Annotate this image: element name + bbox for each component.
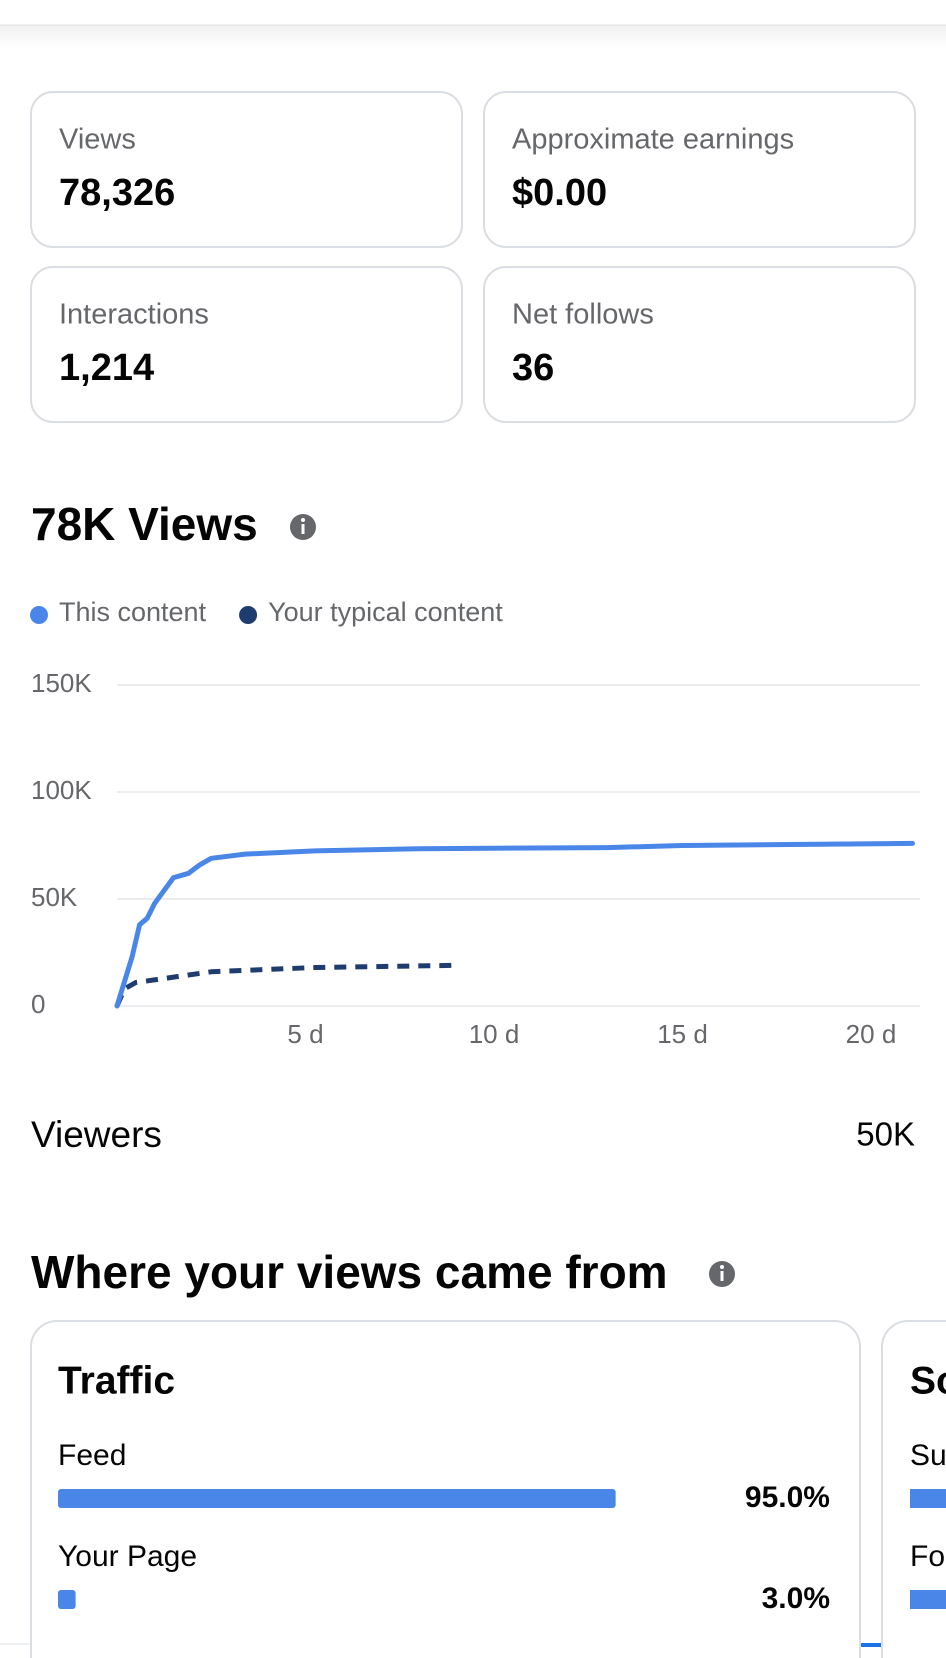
x-tick-label: 20 d — [846, 1019, 897, 1049]
stat-value: 78,326 — [59, 172, 175, 214]
legend-dot — [30, 606, 48, 624]
card-title: So — [910, 1359, 946, 1402]
stat-value: $0.00 — [512, 172, 607, 214]
row-value: 95.0% — [745, 1481, 830, 1514]
x-tick-label: 10 d — [469, 1019, 520, 1049]
legend-label: This content — [59, 597, 207, 627]
row-label: Your Page — [58, 1540, 197, 1573]
line-series — [114, 962, 461, 1008]
row-bar — [910, 1489, 946, 1508]
card-title: Traffic — [58, 1359, 175, 1402]
viewers-value: 50K — [856, 1116, 915, 1153]
info-bar — [720, 1271, 724, 1281]
section-title: Where your views came from — [31, 1246, 668, 1298]
info-bar — [301, 524, 305, 534]
stat-card[interactable] — [30, 266, 463, 423]
info-icon[interactable] — [290, 514, 316, 540]
traffic-bar — [58, 1489, 616, 1508]
row-value: 3.0% — [762, 1582, 830, 1615]
info-dot — [720, 1265, 724, 1269]
row-label: Su — [910, 1439, 946, 1472]
chart-title: 78K Views — [31, 498, 258, 550]
x-tick-label: 5 d — [287, 1019, 323, 1049]
x-tick-label: 15 d — [657, 1019, 708, 1049]
y-tick-label: 150K — [31, 668, 92, 698]
traffic-bar — [58, 1590, 76, 1609]
stat-label: Views — [59, 124, 136, 156]
stat-card[interactable] — [30, 91, 463, 248]
y-tick-label: 100K — [31, 775, 92, 805]
stat-value: 1,214 — [59, 347, 154, 389]
stat-label: Approximate earnings — [512, 124, 794, 156]
info-dot — [301, 518, 305, 522]
stat-label: Interactions — [59, 299, 209, 331]
legend-dot — [239, 606, 258, 624]
row-label: Feed — [58, 1439, 126, 1472]
info-icon[interactable] — [709, 1261, 735, 1287]
stat-card[interactable] — [483, 266, 916, 423]
stat-label: Net follows — [512, 299, 654, 331]
row-bar — [910, 1590, 946, 1609]
y-tick-label: 50K — [31, 882, 78, 912]
y-tick-label: 0 — [31, 989, 45, 1019]
stat-value: 36 — [512, 347, 554, 389]
legend-label: Your typical content — [268, 597, 503, 627]
stat-card[interactable] — [483, 91, 916, 248]
viewers-label: Viewers — [31, 1114, 162, 1155]
header-shadow — [0, 25, 946, 49]
line-series — [114, 840, 915, 1009]
row-label: Fo — [910, 1540, 945, 1573]
